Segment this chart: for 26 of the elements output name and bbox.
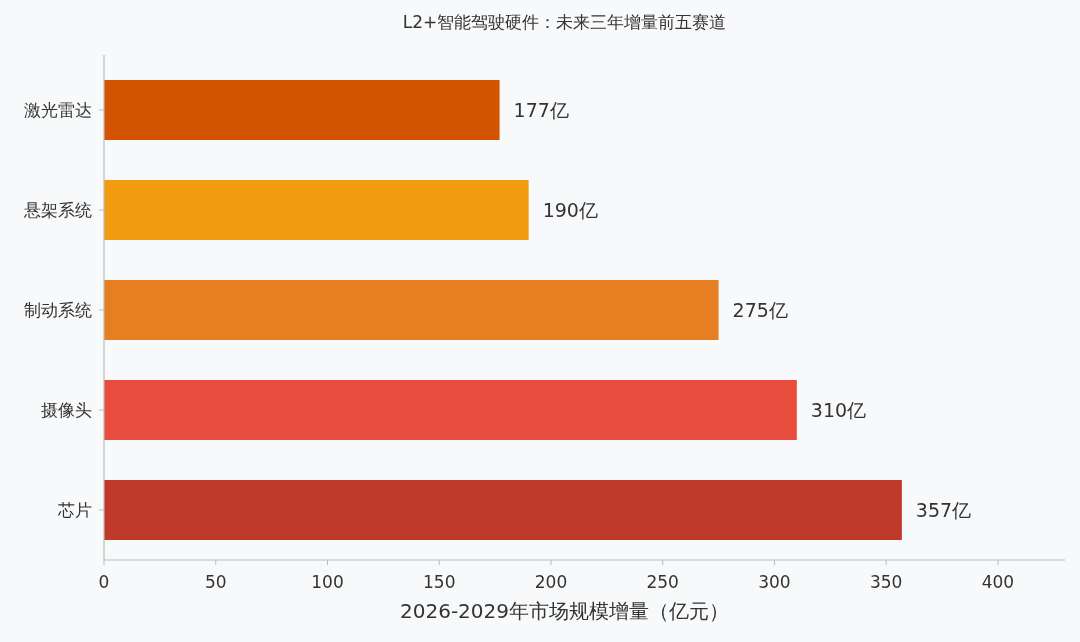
x-tick-label: 200 xyxy=(534,572,568,592)
data-label: 275亿 xyxy=(732,299,788,321)
y-tick-label: 制动系统 xyxy=(24,300,92,320)
y-tick-label: 摄像头 xyxy=(41,400,92,420)
bar xyxy=(104,80,500,140)
data-label: 310亿 xyxy=(810,399,867,421)
x-axis-title: 2026-2029年市场规模增量（亿元） xyxy=(399,599,730,623)
data-label: 190亿 xyxy=(542,199,598,221)
x-tick-label: 100 xyxy=(311,572,344,592)
data-label: 177亿 xyxy=(513,99,569,121)
chart-title: L2+智能驾驶硬件：未来三年增量前五赛道 xyxy=(402,12,727,32)
y-tick-label: 悬架系统 xyxy=(23,200,92,220)
x-tick-label: 150 xyxy=(423,572,456,592)
bar xyxy=(104,280,719,340)
bar xyxy=(104,180,529,240)
x-tick-label: 300 xyxy=(758,572,791,592)
x-tick-label: 250 xyxy=(646,572,679,592)
x-tick-label: 0 xyxy=(98,572,110,592)
x-tick-label: 50 xyxy=(204,572,227,592)
bar xyxy=(104,380,797,440)
x-tick-label: 350 xyxy=(869,572,903,592)
y-tick-label: 芯片 xyxy=(57,500,92,520)
data-label: 357亿 xyxy=(915,499,972,521)
y-tick-label: 激光雷达 xyxy=(24,100,92,120)
x-tick-label: 400 xyxy=(981,572,1015,592)
bar xyxy=(104,480,902,540)
